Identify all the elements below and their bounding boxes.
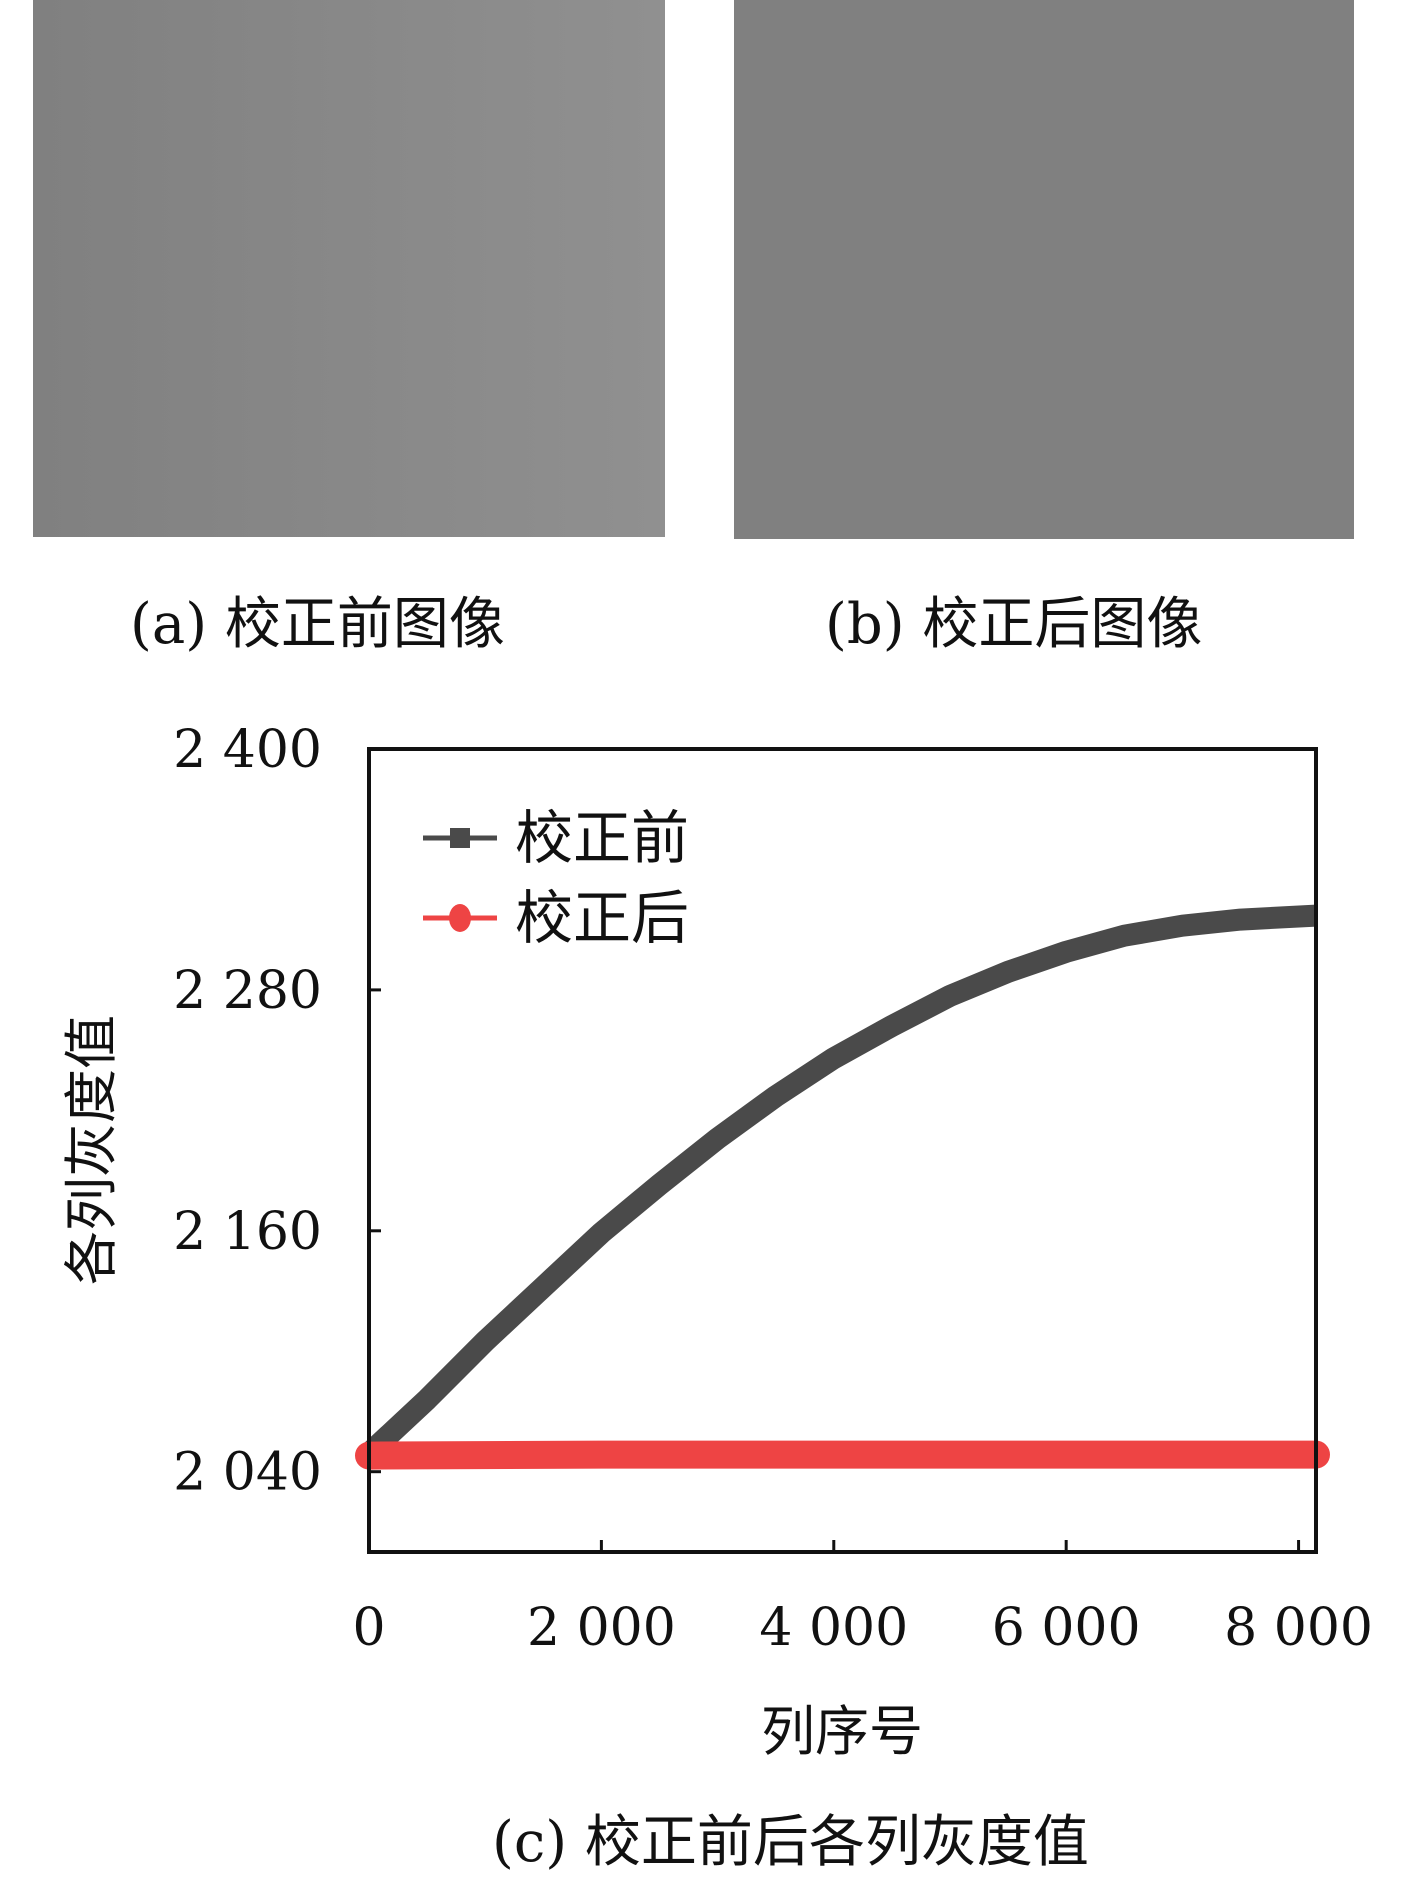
legend-label-2: 校正后 <box>515 884 689 952</box>
x-tick-label: 0 <box>352 1598 385 1658</box>
y-axis-label: 各列灰度值 <box>60 1015 123 1285</box>
y-tick-label: 2 400 <box>173 720 322 780</box>
series-line-1 <box>361 904 1317 1462</box>
image-after-correction <box>734 0 1354 539</box>
legend-marker-square <box>450 828 470 848</box>
caption-c: (c) 校正前后各列灰度值 <box>492 1810 1089 1875</box>
x-tick-label: 6 000 <box>992 1598 1141 1658</box>
x-tick-label: 8 000 <box>1224 1598 1373 1658</box>
caption-b: (b) 校正后图像 <box>825 592 1203 657</box>
plot-frame <box>367 747 1318 1554</box>
y-tick-label: 2 160 <box>173 1202 322 1262</box>
legend-marker-circle <box>449 904 471 932</box>
x-tick-label: 2 000 <box>527 1598 676 1658</box>
x-axis-label: 列序号 <box>761 1700 923 1763</box>
axis-ticks: 0 2 000 4 000 6 000 8 000 2 040 2 160 2 280 2 40… <box>173 720 1373 1658</box>
legend-label-1: 校正前 <box>515 804 689 872</box>
image-before-correction <box>33 0 665 537</box>
y-tick-label: 2 040 <box>173 1443 322 1503</box>
x-tick-label: 4 000 <box>759 1598 908 1658</box>
y-tick-label: 2 280 <box>173 961 322 1021</box>
series-line-2 <box>355 1440 1330 1470</box>
caption-a: (a) 校正前图像 <box>130 592 505 657</box>
plot-area <box>355 904 1330 1470</box>
